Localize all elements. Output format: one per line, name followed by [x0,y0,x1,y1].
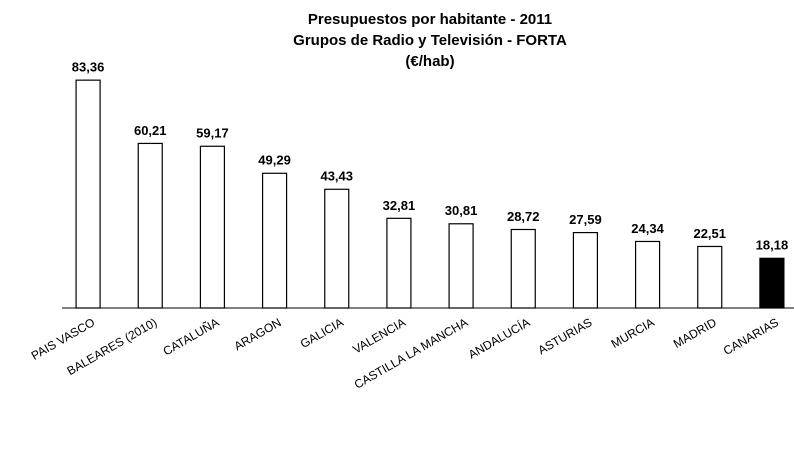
x-tick-label: VALENCIA [350,315,408,356]
bar [199,145,226,309]
data-label: 18,18 [756,238,789,253]
bar [386,217,412,309]
bar [510,228,536,309]
chart-title: Presupuestos por habitante - 2011 [308,11,552,28]
data-label: 60,21 [134,123,167,138]
chart-title: (€/hab) [405,53,454,70]
x-tick-label: MURCIA [609,315,657,351]
x-tick-label: CATALUÑA [161,315,222,358]
chart-title: Grupos de Radio y Televisión - FORTA [293,32,567,49]
data-label: 28,72 [507,209,540,224]
bar [137,142,163,309]
bar [759,257,785,309]
data-label: 22,51 [693,226,726,241]
data-label: 24,34 [631,221,664,236]
data-label: 43,43 [320,169,353,184]
x-tick-label: ARAGON [232,315,284,353]
x-tick-label: MADRID [671,315,719,351]
bar [324,188,350,309]
data-label: 32,81 [383,198,416,213]
bar [75,79,101,309]
bar [572,231,599,309]
data-label: 30,81 [445,203,478,218]
data-label: 83,36 [72,60,105,75]
x-tick-label: ASTURIAS [536,315,595,357]
data-label: 59,17 [196,126,229,141]
x-tick-label: CANARIAS [721,315,781,358]
bar [697,245,723,309]
bar [261,172,288,309]
data-label: 27,59 [569,212,602,227]
x-tick-label: CASTILLA LA MANCHA [352,315,470,391]
bar [634,240,661,309]
x-tick-label: ANDALUCÍA [465,314,532,361]
x-tick-label: GALICIA [298,315,346,351]
data-label: 49,29 [258,153,291,168]
bar [448,223,474,309]
